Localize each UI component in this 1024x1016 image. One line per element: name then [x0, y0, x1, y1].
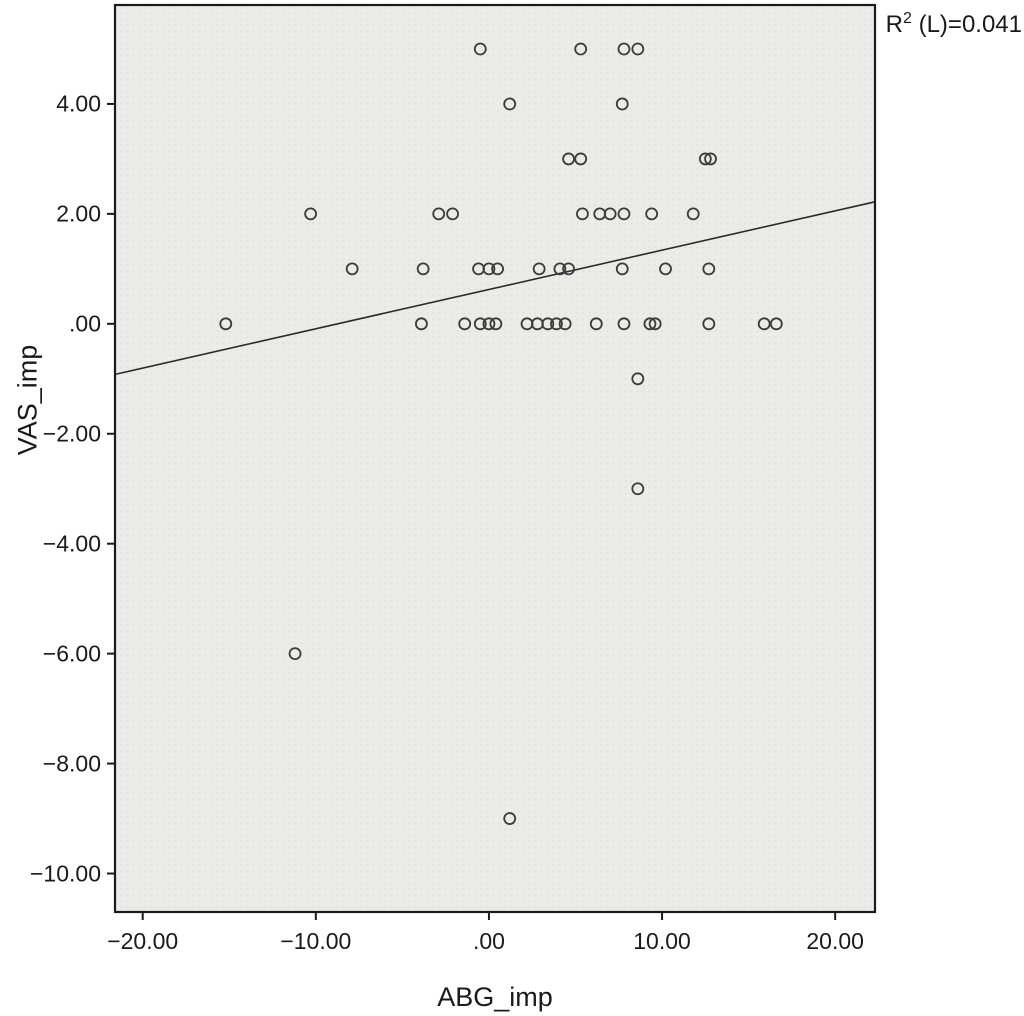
plot-frame [113, 3, 877, 914]
data-point-marker [617, 42, 631, 56]
data-point-marker [345, 262, 359, 276]
y-axis-title: VAS_imp [12, 344, 43, 456]
x-tick-label: 10.00 [633, 928, 691, 954]
data-point-marker [562, 262, 575, 276]
data-point-marker [458, 317, 472, 331]
fit-line [114, 201, 876, 376]
data-point-marker [503, 97, 517, 111]
data-point-marker [645, 207, 659, 221]
data-point-marker [704, 152, 717, 166]
y-tick-label: −2.00 [42, 420, 101, 447]
data-point-marker [473, 42, 487, 56]
y-tick-label: 2.00 [56, 200, 101, 227]
y-tick-label: −10.00 [30, 860, 101, 887]
data-point-marker [288, 647, 302, 661]
y-tick-label: −6.00 [42, 640, 101, 667]
data-point-marker [503, 812, 517, 825]
data-point-marker [659, 262, 672, 276]
data-point-marker [589, 317, 603, 331]
annotation-base: R [885, 11, 904, 38]
data-point-marker [643, 317, 657, 331]
data-point-marker [603, 207, 617, 221]
data-point-marker [702, 317, 716, 331]
data-point-marker [615, 97, 629, 111]
y-tick-label: 4.00 [56, 90, 101, 117]
data-point-marker [532, 262, 546, 276]
data-point-marker [416, 262, 430, 276]
data-point-marker [617, 317, 631, 331]
data-point-marker [550, 317, 563, 331]
data-point-marker [576, 207, 589, 221]
data-point-marker [648, 317, 662, 331]
data-point-marker [415, 317, 428, 331]
data-point-marker [558, 317, 572, 331]
data-point-marker [482, 262, 496, 276]
data-point-marker [446, 207, 459, 221]
x-tick-label: .00 [472, 928, 505, 954]
annotation-superscript: 2 [903, 10, 912, 27]
x-tick-label: −20.00 [107, 928, 179, 954]
y-tick-label: .00 [69, 310, 101, 337]
r-squared-annotation: R2 (L)=0.041 [886, 10, 1022, 39]
data-point-marker [219, 317, 233, 331]
data-point-marker [541, 317, 555, 331]
data-point-marker [553, 262, 567, 276]
x-tick-label: 20.00 [806, 928, 864, 954]
data-point-marker [304, 207, 318, 221]
x-axis-title: ABG_imp [437, 982, 553, 1012]
data-point-marker [562, 152, 575, 166]
data-point-marker [432, 207, 446, 221]
data-point-marker [574, 152, 588, 166]
data-point-marker [769, 317, 783, 331]
data-point-marker [631, 372, 645, 386]
data-point-marker [702, 262, 716, 276]
data-point-marker [617, 207, 631, 221]
plot-background [115, 5, 875, 912]
data-point-marker [473, 317, 487, 331]
y-tick-label: −4.00 [42, 530, 101, 557]
annotation-rest: (L)=0.041 [911, 11, 1022, 38]
x-tick-label: −10.00 [280, 928, 352, 954]
data-point-marker [698, 152, 712, 166]
data-point-marker [686, 207, 700, 221]
data-point-marker [615, 262, 629, 276]
data-point-marker [574, 42, 588, 56]
data-point-marker [631, 482, 645, 496]
data-point-marker [491, 262, 504, 276]
y-tick-label: −8.00 [42, 750, 101, 777]
data-point-marker [482, 317, 496, 331]
data-point-marker [631, 42, 645, 56]
data-point-marker [489, 317, 503, 331]
data-point-marker [757, 317, 771, 331]
